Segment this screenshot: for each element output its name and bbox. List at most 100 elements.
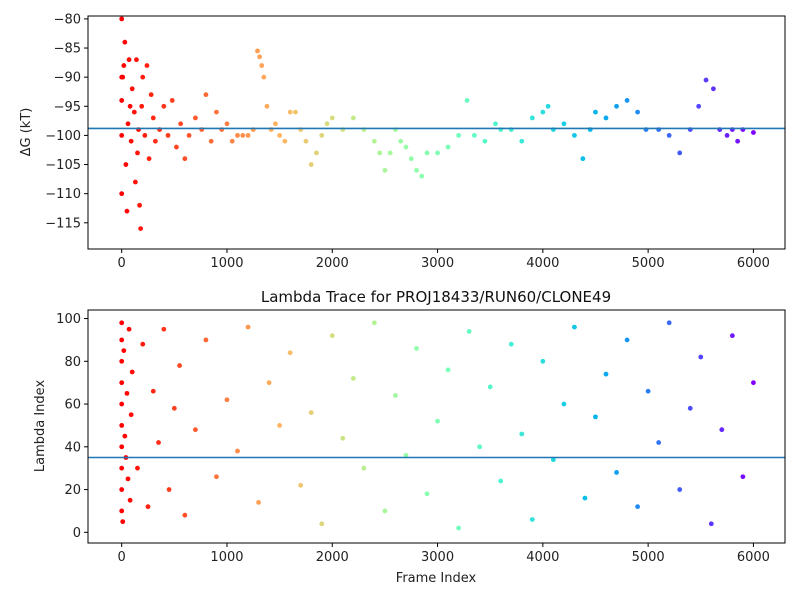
bottom-data-point: [371, 320, 377, 326]
top-data-point: [403, 144, 409, 150]
top-data-point: [124, 208, 130, 214]
bottom-y-tick-label: 0: [73, 526, 81, 541]
bottom-data-point: [166, 487, 172, 492]
bottom-data-point: [424, 491, 430, 497]
top-data-point: [324, 121, 330, 127]
top-y-tick-label: −115: [45, 216, 81, 231]
bottom-data-point: [161, 326, 167, 332]
top-data-point: [119, 16, 125, 22]
top-data-point: [287, 109, 293, 115]
top-data-point: [138, 226, 144, 232]
top-panel: 0 1000 2000 3000 4000 5000 6000 −80 −85 −90 −95 −1…: [19, 12, 786, 271]
bottom-y-tick-label: 80: [64, 355, 81, 370]
top-data-point: [229, 138, 235, 144]
bottom-data-point: [656, 440, 662, 445]
bottom-data-point: [125, 476, 131, 482]
bottom-data-point: [119, 508, 125, 514]
top-data-point: [261, 74, 267, 80]
bottom-data-point: [572, 324, 577, 330]
top-x-tick-label: 1000: [210, 256, 243, 271]
top-data-point: [146, 156, 152, 162]
bottom-data-point: [119, 337, 125, 343]
top-data-point: [148, 92, 154, 98]
bottom-y-ticks: 0 20 40 60 80 100: [56, 312, 88, 541]
bottom-data-point: [124, 390, 130, 396]
top-data-point: [724, 133, 730, 138]
top-data-point: [614, 103, 619, 109]
bottom-y-tick-label: 20: [64, 483, 81, 498]
top-data-point: [540, 109, 546, 115]
bottom-data-point: [287, 350, 293, 356]
bottom-data-point: [414, 346, 419, 351]
top-data-point: [169, 98, 175, 103]
bottom-data-point: [466, 328, 472, 334]
bottom-data-point: [508, 341, 514, 347]
bottom-y-tick-label: 100: [56, 312, 81, 327]
top-data-point: [371, 138, 377, 144]
top-data-point: [121, 63, 127, 68]
top-plot-area: [88, 16, 785, 249]
bottom-data-point: [550, 457, 556, 463]
bottom-data-point: [519, 431, 525, 437]
bottom-y-tick-label: 40: [64, 440, 81, 455]
bottom-data-point: [214, 474, 219, 480]
bottom-data-point: [266, 380, 272, 386]
top-data-point: [751, 130, 756, 135]
top-y-axis-label: ΔG (kT): [19, 108, 34, 157]
top-data-point: [137, 202, 142, 208]
bottom-x-tick-label: 1000: [210, 550, 243, 565]
bottom-y-tick-label: 60: [64, 398, 81, 413]
top-data-point: [677, 150, 683, 156]
bottom-data-point: [203, 337, 209, 343]
bottom-data-point: [156, 440, 161, 445]
bottom-data-point: [119, 380, 125, 386]
top-data-point: [123, 162, 129, 167]
bottom-data-point: [593, 414, 598, 420]
bottom-x-ticks: 0 1000 2000 3000 4000 5000 6000: [118, 543, 770, 565]
top-data-point: [445, 144, 451, 150]
top-y-tick-label: −100: [45, 129, 81, 144]
top-data-point: [119, 133, 125, 138]
bottom-data-point: [119, 465, 125, 471]
bottom-data-point: [145, 504, 151, 510]
top-data-point: [273, 121, 278, 127]
top-data-point: [192, 115, 198, 121]
top-x-tick-label: 0: [118, 256, 126, 271]
top-data-point: [293, 109, 298, 115]
bottom-data-point: [340, 435, 346, 441]
top-data-point: [240, 133, 246, 138]
top-data-point: [255, 48, 260, 54]
bottom-x-tick-label: 5000: [632, 550, 665, 565]
top-x-tick-label: 4000: [526, 256, 559, 271]
top-data-point: [245, 133, 251, 138]
bottom-data-point: [393, 393, 398, 398]
bottom-data-point: [135, 465, 140, 471]
bottom-data-point: [319, 521, 325, 527]
top-data-point: [593, 109, 598, 115]
top-x-tick-label: 3000: [421, 256, 454, 271]
bottom-data-point: [119, 423, 125, 428]
bottom-axes-frame: [87, 309, 786, 544]
bottom-data-point: [624, 337, 630, 343]
top-data-point: [144, 63, 150, 68]
top-data-point: [666, 133, 672, 138]
bottom-data-point: [456, 525, 462, 531]
bottom-data-point: [140, 341, 146, 347]
bottom-data-point: [719, 427, 725, 433]
bottom-data-point: [120, 519, 126, 525]
bottom-data-point: [677, 487, 683, 492]
bottom-data-point: [119, 320, 125, 326]
bottom-data-point: [256, 499, 261, 505]
bottom-data-point: [729, 333, 735, 339]
bottom-data-point: [192, 427, 198, 433]
bottom-data-point: [487, 384, 493, 390]
bottom-data-point: [119, 444, 125, 450]
top-data-point: [424, 150, 430, 156]
bottom-data-point: [477, 444, 483, 450]
top-data-point: [208, 138, 214, 144]
top-data-point: [572, 133, 577, 138]
bottom-plot-area: [88, 310, 785, 543]
bottom-x-tick-label: 4000: [526, 550, 559, 565]
bottom-data-point: [751, 380, 756, 386]
